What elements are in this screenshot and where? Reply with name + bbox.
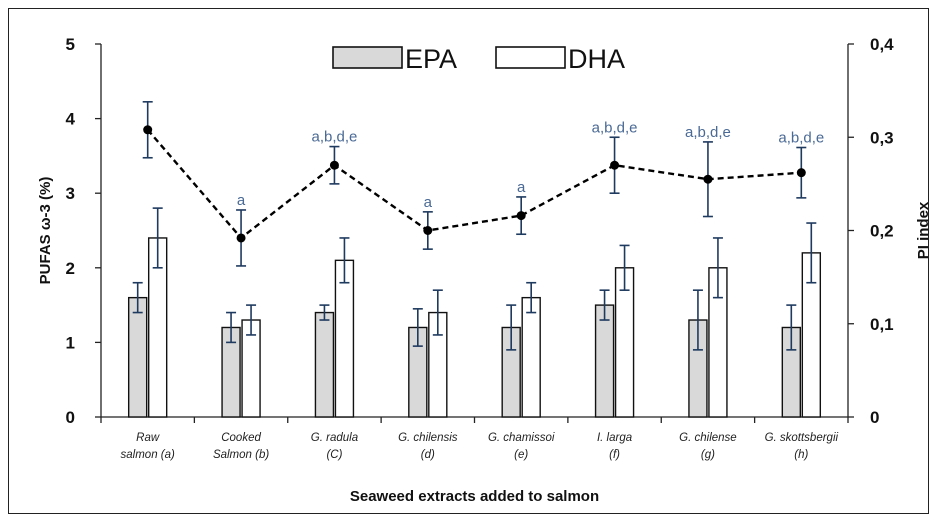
x-tick-label: Raw (136, 432, 160, 444)
error-bars-group (132, 101, 817, 351)
pi-line-group (143, 125, 806, 243)
labels-group: 0 1 2 3 4 5 0 0,1 0,2 0,3 0,4 a a,b,d,e a a a,b,d,e a,b,… (37, 35, 932, 505)
bar-epa (127, 296, 148, 418)
y2-tick-label: 0 (870, 408, 879, 427)
significance-label: a (517, 179, 526, 196)
pi-line (146, 129, 802, 240)
bar-epa (594, 304, 615, 418)
x-tick-label-line2: (d) (421, 449, 435, 461)
x-tick-label-line2: (e) (514, 449, 528, 461)
x-tick-label-line2: (h) (794, 449, 808, 461)
pi-point (143, 125, 153, 135)
x-tick-label: G. radula (311, 432, 358, 444)
pi-point (796, 168, 806, 178)
pi-point (423, 226, 433, 235)
y-tick-label: 3 (66, 184, 75, 203)
bars-group (127, 237, 822, 418)
axes-group (95, 43, 854, 423)
pi-point (516, 211, 526, 221)
significance-label: a,b,d,e (592, 119, 638, 136)
pi-point (610, 160, 620, 170)
significance-label: a (424, 194, 433, 211)
significance-label: a,b,d,e (778, 130, 824, 147)
chart-frame (8, 8, 929, 514)
y-tick-label: 1 (66, 333, 75, 352)
pi-point (329, 160, 339, 170)
x-tick-label-line2: Salmon (b) (213, 449, 269, 461)
legend-swatch-epa (332, 46, 403, 69)
y2-tick-label: 0,1 (870, 315, 894, 334)
bar-dha (334, 259, 355, 418)
x-tick-label-line2: (f) (609, 449, 620, 461)
significance-label: a,b,d,e (312, 129, 358, 146)
y-tick-label: 5 (66, 35, 75, 54)
y-tick-label: 2 (66, 259, 75, 278)
x-tick-label: Cooked (221, 432, 261, 444)
y2-tick-label: 0,4 (870, 35, 894, 54)
x-tick-label: G. chamissoi (488, 432, 555, 444)
y-tick-label: 0 (66, 408, 75, 427)
x-tick-label: G. skottsbergii (765, 432, 839, 444)
pi-point (236, 233, 246, 243)
y2-axis-title: PI index (915, 201, 932, 259)
significance-label: a,b,d,e (685, 124, 731, 141)
pi-point (703, 174, 713, 184)
y-tick-label: 4 (66, 110, 76, 129)
x-tick-label: G. chilensis (398, 432, 458, 444)
legend-label-dha: DHA (568, 44, 625, 74)
bar-epa (314, 311, 335, 418)
x-tick-label-line2: salmon (a) (121, 449, 175, 461)
x-axis-title: Seaweed extracts added to salmon (350, 488, 599, 505)
y-axis-title: PUFAS ω-3 (%) (37, 177, 54, 285)
x-tick-label-line2: (C) (326, 449, 342, 461)
y2-tick-label: 0,3 (870, 128, 894, 147)
y2-tick-label: 0,2 (870, 222, 894, 241)
x-tick-label: G. chilense (679, 432, 737, 444)
legend-label-epa: EPA (405, 44, 457, 74)
legend-swatch-dha (495, 46, 566, 69)
bar-dha (521, 296, 541, 418)
legend: EPA DHA (332, 44, 625, 74)
x-tick-label: I. larga (597, 432, 632, 444)
x-tick-label-line2: (g) (701, 449, 715, 461)
significance-label: a (237, 192, 246, 209)
